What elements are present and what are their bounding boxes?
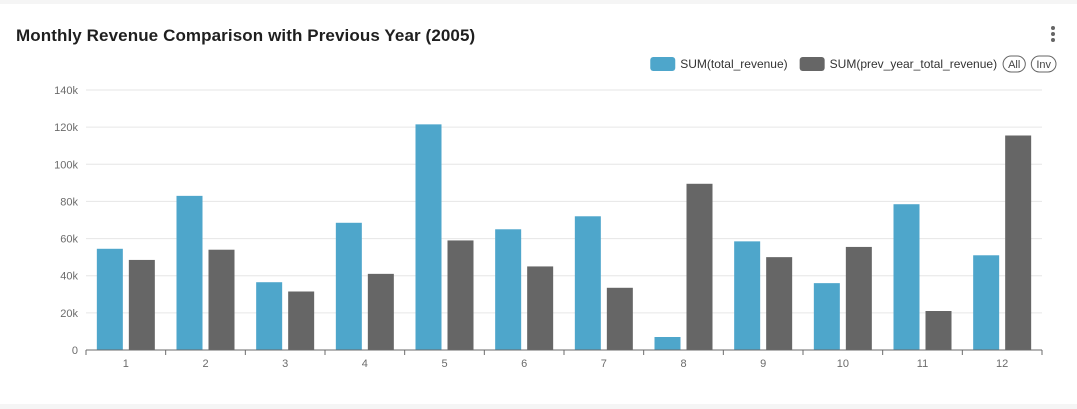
x-tick-label: 7 [601, 358, 607, 370]
x-tick-label: 8 [680, 358, 686, 370]
bar-prev-year-revenue[interactable] [925, 311, 952, 350]
y-tick-label: 40k [60, 271, 78, 283]
legend-pill-outline [1030, 55, 1057, 73]
bar-prev-year-revenue[interactable] [128, 259, 155, 350]
bar-prev-year-revenue[interactable] [208, 249, 235, 350]
bar-total-revenue[interactable] [415, 124, 442, 350]
bar-prev-year-revenue[interactable] [447, 240, 474, 350]
legend-pill-label: All [1008, 59, 1020, 71]
legend-all-button[interactable]: All [1002, 55, 1026, 73]
bar-prev-year-revenue[interactable] [1005, 135, 1032, 351]
y-tick-label: 140k [54, 85, 78, 97]
bar-total-revenue[interactable] [893, 204, 920, 350]
y-tick-label: 100k [54, 159, 78, 171]
x-tick-label: 12 [996, 358, 1008, 370]
x-tick-label: 2 [202, 358, 208, 370]
chart-title: Monthly Revenue Comparison with Previous… [16, 26, 476, 45]
legend-item-prev-year-revenue[interactable]: SUM(prev_year_total_revenue) [799, 57, 997, 71]
legend-swatch [799, 57, 825, 71]
y-tick-label: 120k [54, 122, 78, 134]
bar-prev-year-revenue[interactable] [288, 291, 315, 351]
legend-inv-button[interactable]: Inv [1030, 55, 1057, 73]
legend-pill-label: Inv [1036, 59, 1051, 71]
x-tick-label: 10 [837, 358, 849, 370]
legend-item-total-revenue[interactable]: SUM(total_revenue) [650, 57, 788, 71]
x-tick-label: 1 [123, 358, 129, 370]
x-tick-label: 9 [760, 358, 766, 370]
legend-label: SUM(total_revenue) [680, 57, 787, 71]
legend-label: SUM(prev_year_total_revenue) [830, 57, 997, 71]
bar-total-revenue[interactable] [813, 283, 840, 350]
bar-total-revenue[interactable] [734, 241, 761, 350]
y-tick-label: 80k [60, 196, 78, 208]
bar-total-revenue[interactable] [654, 337, 681, 350]
bar-total-revenue[interactable] [256, 282, 283, 350]
y-tick-label: 0 [72, 345, 78, 357]
bar-prev-year-revenue[interactable] [686, 183, 713, 350]
bar-total-revenue[interactable] [176, 195, 203, 350]
vertical-dots-icon[interactable] [1046, 24, 1060, 44]
legend-swatch [650, 57, 676, 71]
y-tick-label: 60k [60, 234, 78, 246]
y-tick-label: 20k [60, 308, 78, 320]
legend-pill-outline [1002, 55, 1026, 73]
bar-total-revenue[interactable] [574, 216, 601, 350]
bar-prev-year-revenue[interactable] [527, 266, 554, 350]
bar-prev-year-revenue[interactable] [606, 287, 633, 350]
bar-total-revenue[interactable] [335, 222, 362, 350]
bar-prev-year-revenue[interactable] [845, 246, 872, 350]
bar-prev-year-revenue[interactable] [367, 273, 394, 350]
bar-total-revenue[interactable] [495, 229, 522, 350]
x-tick-label: 4 [362, 358, 368, 370]
x-tick-label: 3 [282, 358, 288, 370]
x-tick-label: 6 [521, 358, 527, 370]
bars [96, 124, 1032, 351]
bar-total-revenue[interactable] [973, 255, 1000, 350]
bar-total-revenue[interactable] [96, 248, 123, 350]
grid-lines [86, 89, 1042, 314]
x-tick-label: 11 [917, 358, 928, 370]
x-tick-label: 5 [441, 358, 447, 370]
legend: Inv All SUM(prev_year_total_revenue) SUM(to… [650, 55, 1057, 73]
bar-prev-year-revenue[interactable] [766, 257, 793, 350]
